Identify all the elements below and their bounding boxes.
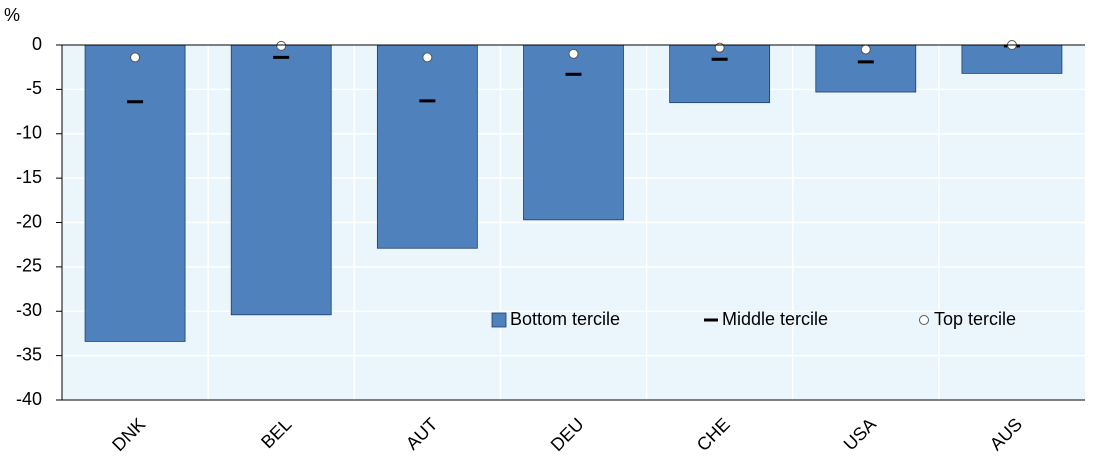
x-tick-label: DEU xyxy=(547,414,588,455)
y-tick-label: -35 xyxy=(16,344,42,364)
legend-label: Top tercile xyxy=(934,309,1016,329)
y-tick-label: -5 xyxy=(26,78,42,98)
y-axis-label: % xyxy=(4,5,20,25)
x-tick-label: USA xyxy=(840,414,880,454)
y-tick-label: -10 xyxy=(16,123,42,143)
y-tick-label: -20 xyxy=(16,211,42,231)
legend-swatch xyxy=(919,315,929,325)
x-tick-label: DNK xyxy=(108,414,149,455)
bar xyxy=(84,44,186,342)
y-tick-label: -25 xyxy=(16,256,42,276)
y-tick-label: -30 xyxy=(16,300,42,320)
legend-label: Bottom tercile xyxy=(510,309,620,329)
bar xyxy=(669,44,771,104)
legend-label: Middle tercile xyxy=(722,309,828,329)
top-marker xyxy=(860,44,871,55)
bar xyxy=(523,44,624,221)
x-tick-label: AUT xyxy=(402,414,442,454)
y-tick-label: 0 xyxy=(32,34,42,54)
top-marker xyxy=(276,40,287,51)
x-tick-label: BEL xyxy=(257,414,295,452)
top-marker xyxy=(422,52,433,63)
bar xyxy=(230,44,332,316)
y-tick-label: -15 xyxy=(16,167,42,187)
x-tick-label: CHE xyxy=(693,414,734,455)
top-marker xyxy=(568,48,579,59)
legend-swatch xyxy=(491,312,507,328)
top-marker xyxy=(130,52,141,63)
x-tick-label: AUS xyxy=(986,414,1026,454)
y-tick-label: -40 xyxy=(16,389,42,409)
bar xyxy=(376,44,478,249)
